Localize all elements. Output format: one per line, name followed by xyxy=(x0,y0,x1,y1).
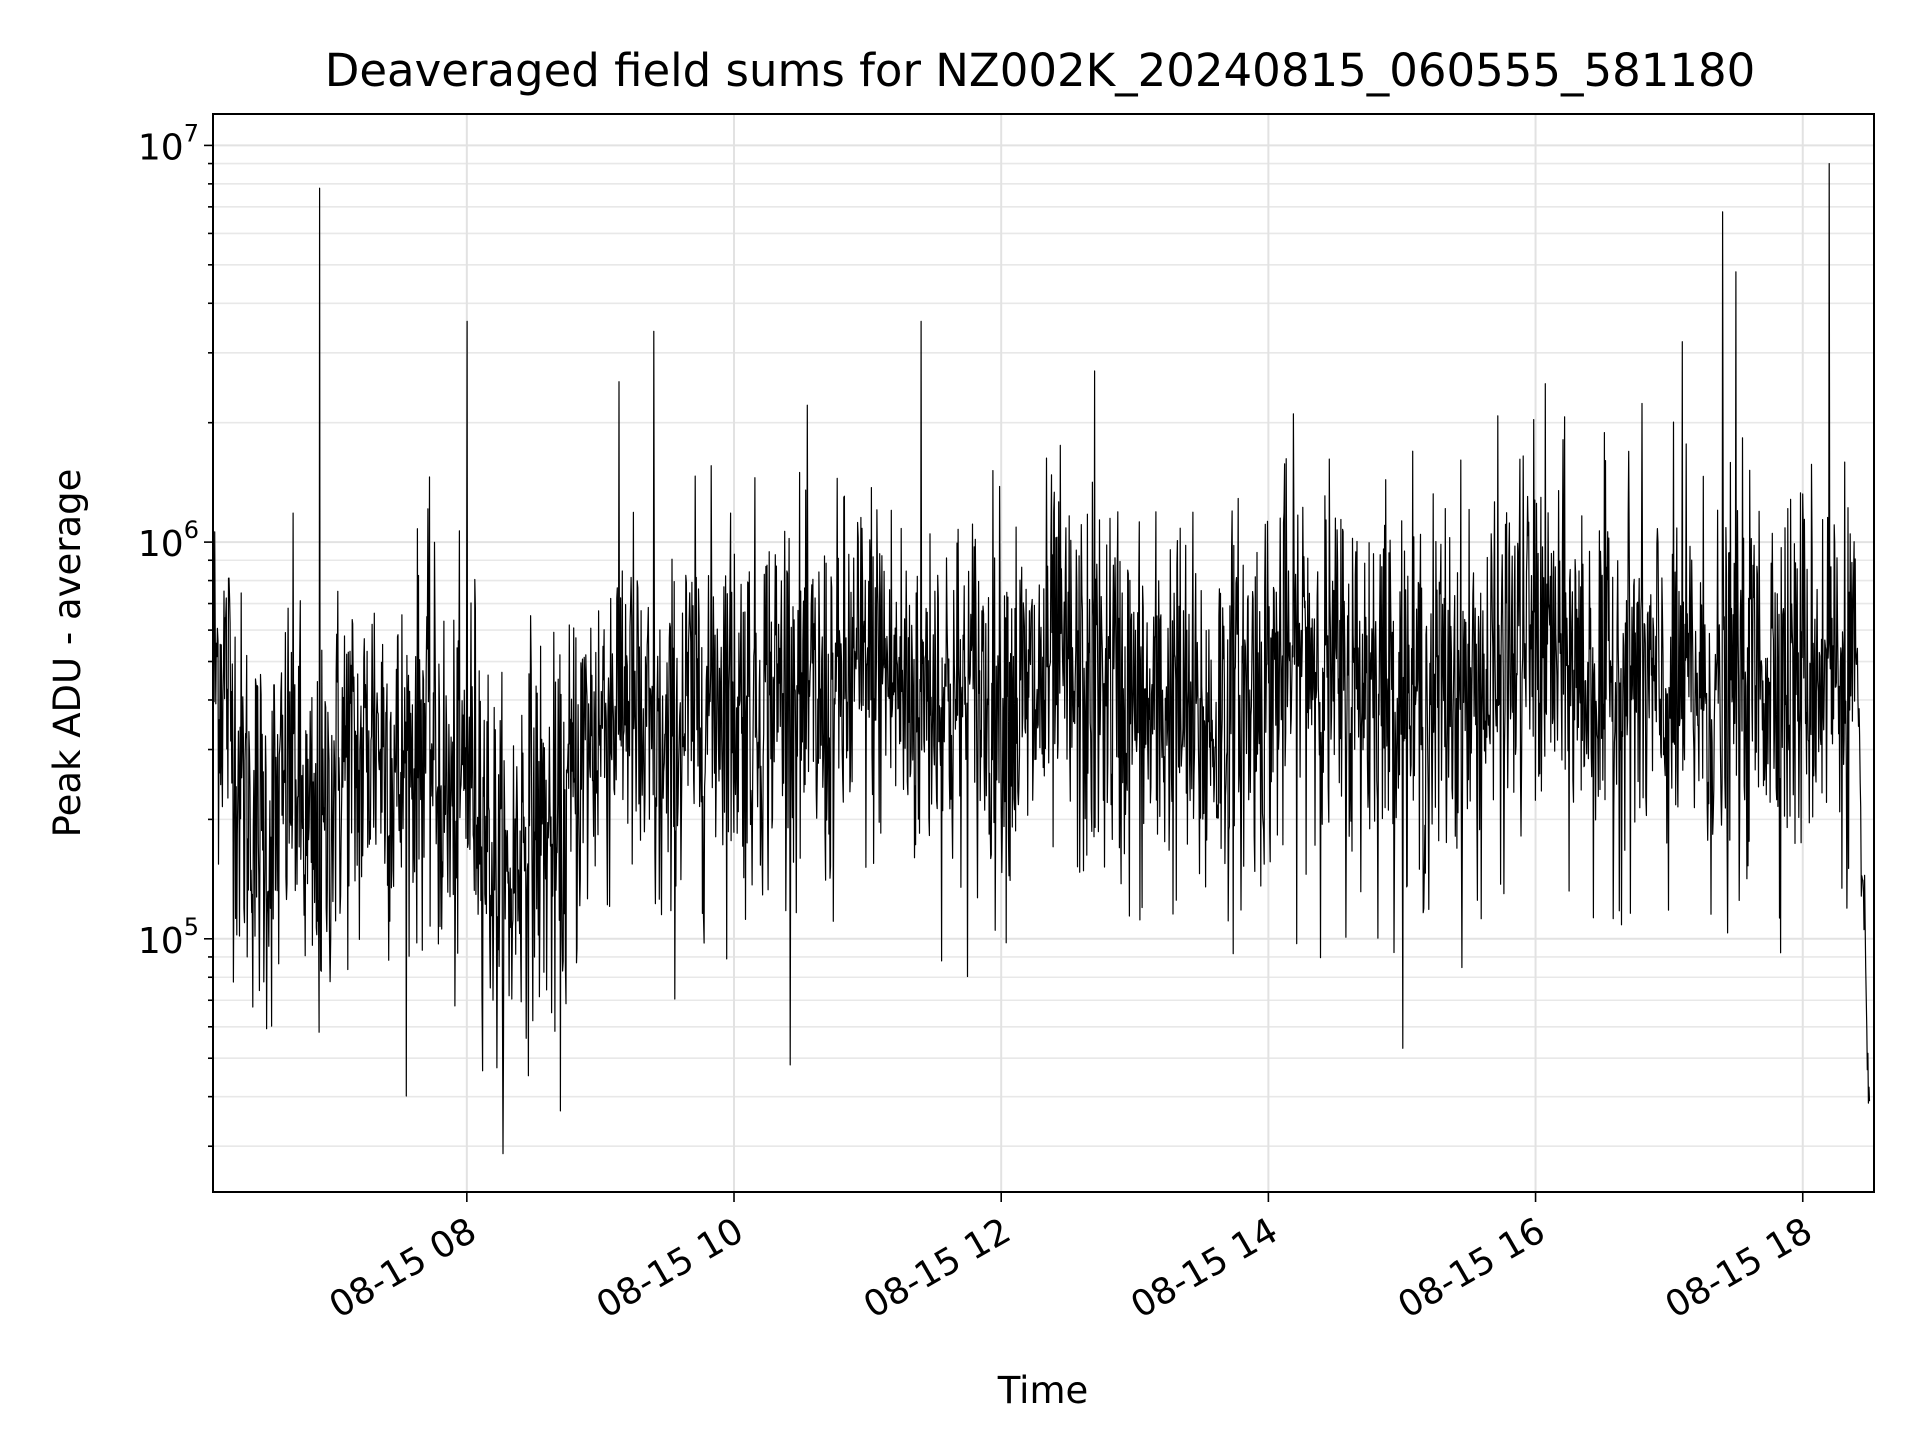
chart-title: Deaveraged field sums for NZ002K_2024081… xyxy=(325,44,1756,97)
x-tick-label-4: 08-15 16 xyxy=(1391,1210,1552,1326)
y-tick-label-1: 106 xyxy=(138,516,199,565)
x-axis-label: Time xyxy=(997,1369,1089,1412)
series-line-0 xyxy=(212,163,1871,1155)
x-tick-label-0: 08-15 08 xyxy=(323,1210,484,1326)
y-tick-labels: 105 106 107 xyxy=(138,119,199,961)
x-tick-labels: 08-15 08 08-15 10 08-15 12 08-15 14 08-15 16… xyxy=(323,1210,1820,1326)
x-tick-label-3: 08-15 14 xyxy=(1124,1210,1285,1326)
x-tick-label-5: 08-15 18 xyxy=(1659,1210,1820,1326)
y-tick-label-2: 107 xyxy=(138,119,199,168)
plot-frame xyxy=(212,113,1875,1193)
y-tick-label-0: 105 xyxy=(138,913,199,962)
series-layer xyxy=(212,163,1871,1155)
x-tick-label-2: 08-15 12 xyxy=(857,1210,1018,1326)
y-axis-label: Peak ADU - average xyxy=(46,469,89,838)
x-tick-label-1: 08-15 10 xyxy=(590,1210,751,1326)
